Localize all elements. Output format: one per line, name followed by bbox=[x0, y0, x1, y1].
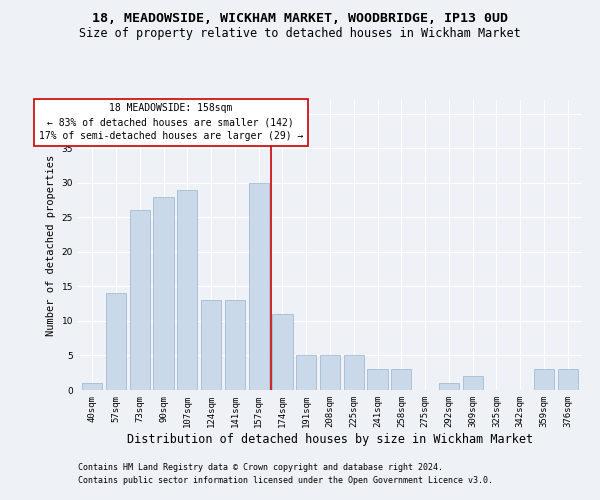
Bar bbox=[248, 183, 269, 390]
Bar bbox=[82, 383, 103, 390]
Bar bbox=[154, 196, 173, 390]
Bar bbox=[344, 356, 364, 390]
Text: Size of property relative to detached houses in Wickham Market: Size of property relative to detached ho… bbox=[79, 28, 521, 40]
Bar bbox=[225, 300, 245, 390]
Bar bbox=[296, 356, 316, 390]
Bar bbox=[320, 356, 340, 390]
Bar bbox=[367, 370, 388, 390]
X-axis label: Distribution of detached houses by size in Wickham Market: Distribution of detached houses by size … bbox=[127, 432, 533, 446]
Bar bbox=[272, 314, 293, 390]
Bar bbox=[463, 376, 483, 390]
Bar bbox=[201, 300, 221, 390]
Bar bbox=[534, 370, 554, 390]
Bar bbox=[106, 294, 126, 390]
Text: Contains HM Land Registry data © Crown copyright and database right 2024.: Contains HM Land Registry data © Crown c… bbox=[78, 464, 443, 472]
Bar bbox=[177, 190, 197, 390]
Bar bbox=[391, 370, 412, 390]
Bar bbox=[557, 370, 578, 390]
Y-axis label: Number of detached properties: Number of detached properties bbox=[46, 154, 56, 336]
Text: 18, MEADOWSIDE, WICKHAM MARKET, WOODBRIDGE, IP13 0UD: 18, MEADOWSIDE, WICKHAM MARKET, WOODBRID… bbox=[92, 12, 508, 26]
Bar bbox=[130, 210, 150, 390]
Text: Contains public sector information licensed under the Open Government Licence v3: Contains public sector information licen… bbox=[78, 476, 493, 485]
Text: 18 MEADOWSIDE: 158sqm
← 83% of detached houses are smaller (142)
17% of semi-det: 18 MEADOWSIDE: 158sqm ← 83% of detached … bbox=[38, 104, 303, 142]
Bar bbox=[439, 383, 459, 390]
